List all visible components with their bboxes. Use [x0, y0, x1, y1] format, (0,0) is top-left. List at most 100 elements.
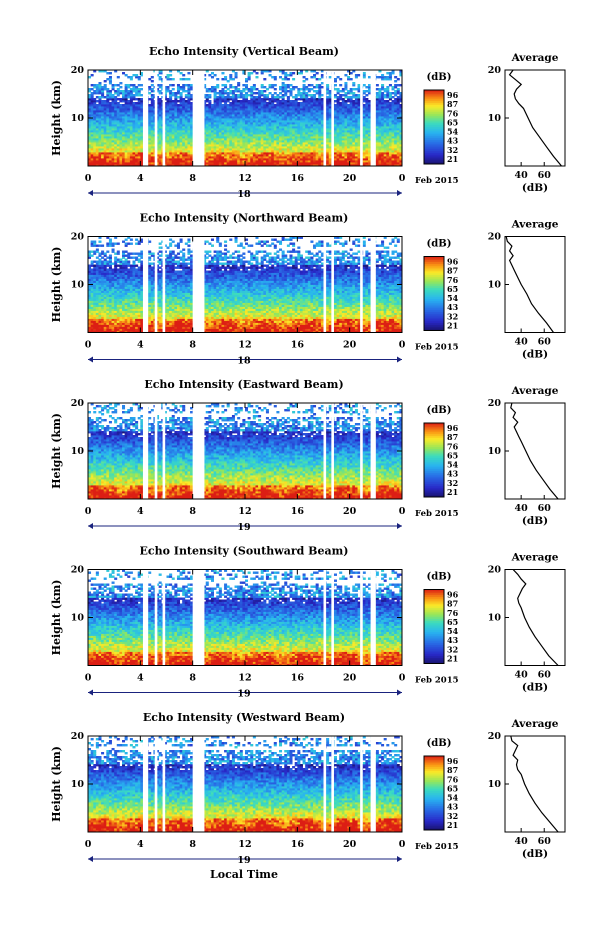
heatmap-cell [224, 76, 227, 78]
heatmap-cell [321, 94, 324, 96]
heatmap-cell [174, 92, 177, 94]
heatmap-cell [253, 96, 256, 98]
heatmap-cell [109, 76, 112, 78]
x-tick-label: 0 [399, 173, 406, 184]
heatmap-cell [261, 90, 264, 92]
heatmap-cell [221, 88, 224, 90]
heatmap-cell [114, 96, 117, 98]
heatmap-cell [104, 100, 107, 102]
heatmap-cell [389, 102, 392, 104]
heatmap-cell [276, 94, 279, 96]
heatmap-cell [180, 86, 183, 88]
data-gap [155, 70, 158, 166]
heatmap-cell [148, 86, 151, 88]
heatmap-cell [132, 94, 135, 96]
heatmap-cell [138, 88, 141, 90]
heatmap-cell [208, 74, 211, 76]
heatmap-cell [232, 90, 235, 92]
heatmap-cell [172, 78, 175, 80]
heatmap-cell [221, 84, 224, 86]
heatmap-cell [190, 102, 193, 104]
heatmap-cell [119, 98, 122, 100]
heatmap-cell [279, 92, 282, 94]
heatmap-cell [384, 100, 387, 102]
heatmap-cell [308, 88, 311, 90]
heatmap-cell [334, 84, 337, 86]
average-xlabel: (dB) [522, 182, 548, 194]
heatmap-cell [219, 90, 222, 92]
heatmap-cell [358, 74, 361, 76]
heatmap-cell [344, 74, 347, 76]
heatmap-cell [365, 86, 368, 88]
heatmap-cell [130, 88, 133, 90]
heatmap-cell [167, 98, 170, 100]
y-axis-label: Height (km) [50, 247, 63, 323]
heatmap-cell [358, 84, 361, 86]
heatmap-cell [98, 96, 101, 98]
heatmap-cell [185, 90, 188, 92]
heatmap-cell [221, 104, 224, 106]
heatmap-cell [227, 104, 230, 106]
heatmap-cell [138, 84, 141, 86]
heatmap-cell [151, 76, 154, 78]
heatmap-cell [287, 96, 290, 98]
heatmap-cell [117, 98, 120, 100]
heatmap-cell [177, 104, 180, 106]
heatmap-cell [386, 100, 389, 102]
heatmap-cell [352, 92, 355, 94]
heatmap-cell [289, 84, 292, 86]
heatmap-cell [91, 88, 94, 90]
heatmap-cell [211, 72, 214, 74]
heatmap-cell [337, 88, 340, 90]
heatmap-cell [263, 86, 266, 88]
heatmap-cell [229, 90, 232, 92]
heatmap-cell [347, 90, 350, 92]
heatmap-cell [386, 76, 389, 78]
date-label: 18 [237, 189, 251, 200]
colorbar-unit: (dB) [427, 72, 452, 83]
heatmap-cell [303, 84, 306, 86]
heatmap-cell [355, 88, 358, 90]
heatmap-cell [386, 86, 389, 88]
heatmap-cell [263, 90, 266, 92]
heatmap-cell [321, 86, 324, 88]
heatmap-cell [274, 84, 277, 86]
heatmap-cell [172, 84, 175, 86]
heatmap-cell [235, 72, 238, 74]
heatmap-cell [289, 100, 292, 102]
heatmap-cell [187, 84, 190, 86]
heatmap-cell [182, 84, 185, 86]
heatmap-cell [117, 84, 120, 86]
heatmap-cell [263, 78, 266, 80]
heatmap-cell [216, 84, 219, 86]
heatmap-cell [127, 76, 130, 78]
heatmap-cell [237, 88, 240, 90]
heatmap-cell [177, 96, 180, 98]
heatmap-cell [363, 104, 366, 106]
heatmap-cell [122, 90, 125, 92]
heatmap-cell [112, 84, 115, 86]
heatmap-cell [98, 82, 101, 84]
average-x-tick-label: 60 [538, 170, 552, 181]
heatmap-cell [287, 90, 290, 92]
heatmap-cell [148, 98, 151, 100]
heatmap-cell [334, 94, 337, 96]
heatmap-cell [221, 72, 224, 74]
heatmap-cell [326, 84, 329, 86]
heatmap-cell [245, 84, 248, 86]
heatmap-cell [224, 90, 227, 92]
heatmap-cell [269, 84, 272, 86]
average-x-tick-label: 40 [515, 170, 529, 181]
heatmap-cell [318, 84, 321, 86]
heatmap [88, 70, 402, 166]
heatmap-cell [266, 102, 269, 104]
heatmap-cell [182, 78, 185, 80]
data-gap [371, 70, 376, 166]
heatmap-cell [93, 98, 96, 100]
heatmap-cell [271, 76, 274, 78]
heatmap-cell [363, 96, 366, 98]
heatmap-cell [295, 86, 298, 88]
heatmap-cell [279, 86, 282, 88]
heatmap-cell [368, 84, 371, 86]
heatmap-cell [255, 92, 258, 94]
